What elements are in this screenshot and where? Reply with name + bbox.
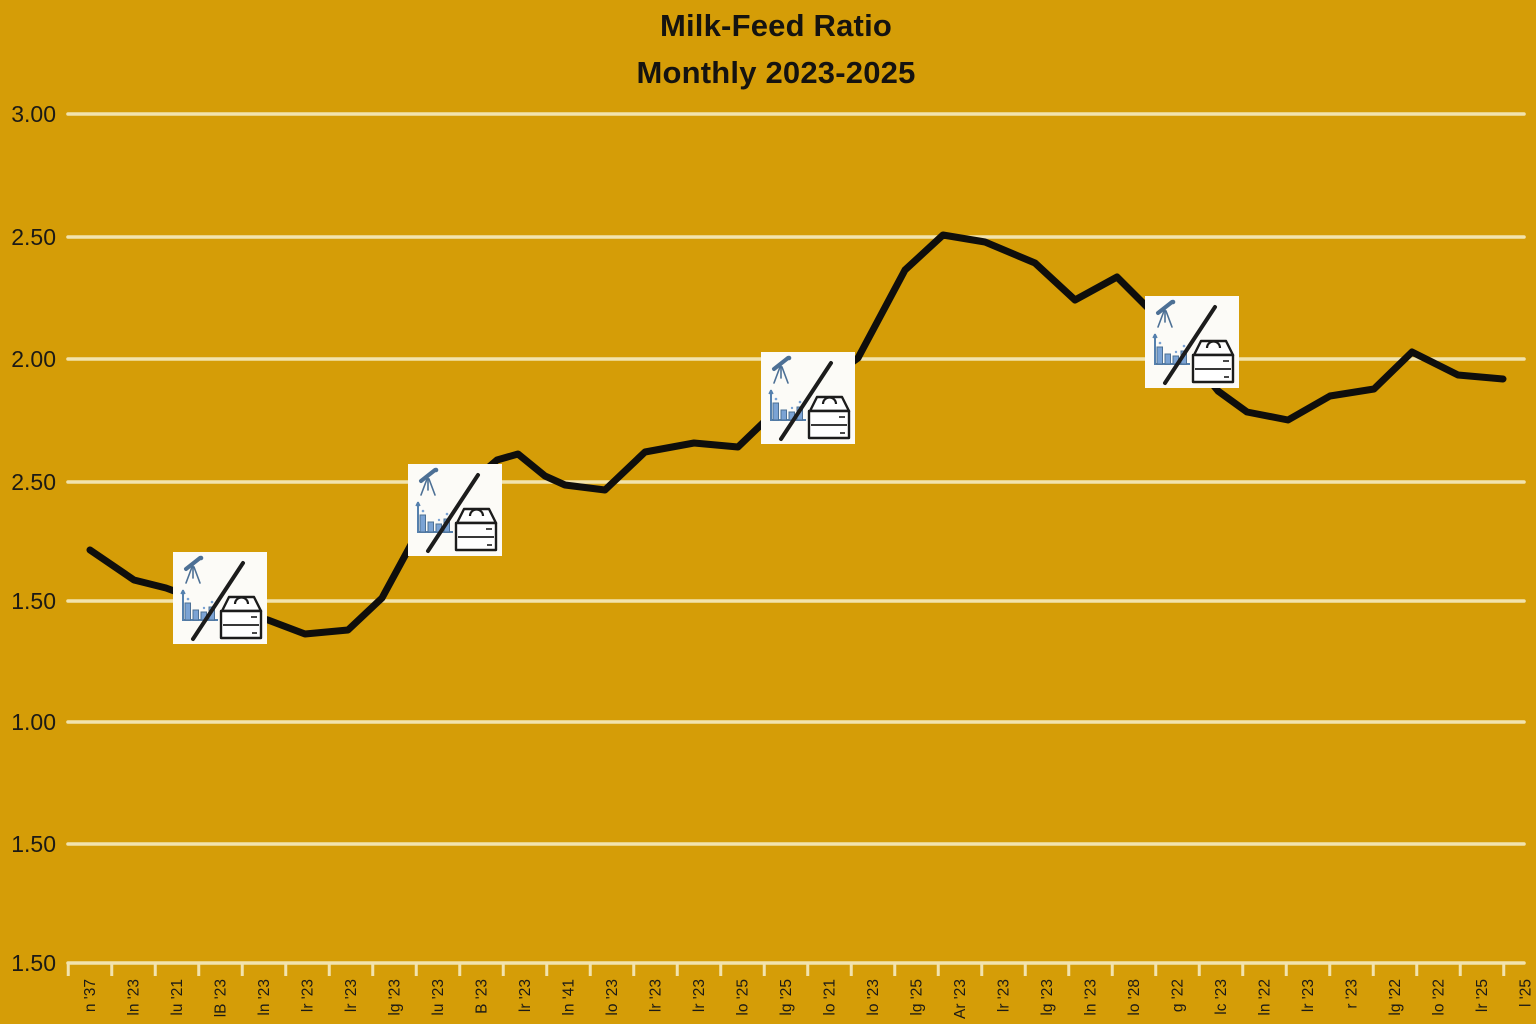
- x-tick-label: lr '23: [517, 979, 534, 1012]
- y-tick-label: 1.00: [11, 709, 56, 735]
- ratio-placeholder-icon: [761, 352, 855, 444]
- x-tick-label: l '25: [1518, 979, 1535, 1007]
- x-axis-ticks: [66, 963, 1506, 976]
- chart-title-block: Milk-Feed Ratio Monthly 2023-2025: [0, 2, 1536, 96]
- x-tick-label: lo '21: [822, 979, 839, 1016]
- ratio-placeholder-icon: [173, 552, 267, 644]
- x-tick-label: lr '23: [648, 979, 665, 1012]
- x-tick-label: lr '23: [300, 979, 317, 1012]
- x-tick-label: lg '22: [1387, 979, 1404, 1016]
- x-tick-label: ln '22: [1257, 979, 1274, 1016]
- x-tick-label: n '37: [82, 979, 99, 1012]
- y-tick-label: 1.50: [11, 831, 56, 857]
- x-tick-label: lo '23: [604, 979, 621, 1016]
- x-tick-label: lr '25: [1474, 979, 1491, 1012]
- x-tick-label: lu '21: [169, 979, 186, 1016]
- x-tick-label: lo '28: [1126, 979, 1143, 1016]
- icon-boxes: [173, 296, 1239, 644]
- gridlines-group: [66, 112, 1526, 965]
- ratio-placeholder-icon: [1145, 296, 1239, 388]
- y-tick-label: 2.50: [11, 469, 56, 495]
- x-tick-label: B '23: [474, 979, 491, 1014]
- y-tick-label: 2.50: [11, 224, 56, 250]
- x-tick-label: lg '25: [909, 979, 926, 1016]
- x-tick-label: lB '23: [213, 979, 230, 1017]
- y-tick-label: 3.00: [11, 101, 56, 127]
- chart-title: Milk-Feed Ratio: [659, 8, 893, 43]
- x-tick-label: Ar '23: [952, 979, 969, 1019]
- x-tick-label: lr '23: [691, 979, 708, 1012]
- x-tick-label: lr '23: [1300, 979, 1317, 1012]
- x-tick-label: lu '23: [430, 979, 447, 1016]
- y-tick-label: 1.50: [11, 588, 56, 614]
- x-tick-label: lo '25: [735, 979, 752, 1016]
- x-tick-label: ln '41: [561, 979, 578, 1016]
- x-tick-label: lo '23: [865, 979, 882, 1016]
- y-tick-label: 2.00: [11, 346, 56, 372]
- x-tick-label: lg '25: [778, 979, 795, 1016]
- chart-subtitle: Monthly 2023-2025: [636, 55, 916, 90]
- y-axis-labels: 3.00 2.50 2.00 2.50 1.50 1.00 1.50 1.50: [11, 101, 56, 976]
- x-tick-label: r '23: [1344, 979, 1361, 1009]
- x-tick-label: ln '23: [1083, 979, 1100, 1016]
- x-tick-label: lg '23: [387, 979, 404, 1016]
- x-tick-label: lg '23: [1039, 979, 1056, 1016]
- x-tick-label: lr '23: [343, 979, 360, 1012]
- x-axis-labels: n '37 ln '23 lu '21 lB '23 ln '23 lr '23 lr '2…: [82, 979, 1535, 1019]
- x-tick-label: ln '23: [126, 979, 143, 1016]
- x-tick-label: ln '23: [256, 979, 273, 1016]
- x-tick-label: lc '23: [1213, 979, 1230, 1015]
- x-tick-label: lr '23: [996, 979, 1013, 1012]
- x-tick-label: lo '22: [1431, 979, 1448, 1016]
- x-tick-label: g '22: [1170, 979, 1187, 1012]
- ratio-placeholder-icon: [408, 464, 502, 556]
- y-tick-label: 1.50: [11, 950, 56, 976]
